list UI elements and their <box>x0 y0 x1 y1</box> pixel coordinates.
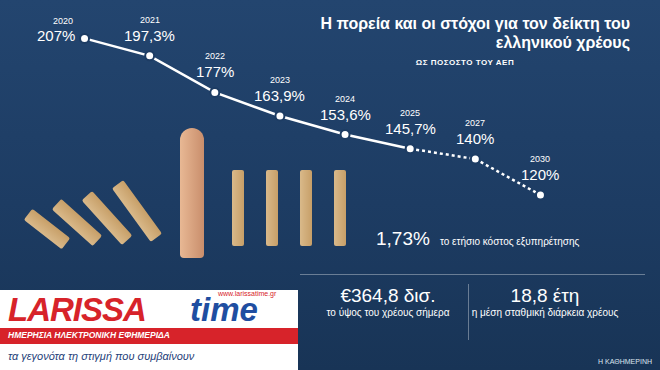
html-text:www.larissatime.gr: www.larissatime.gr <box>218 290 277 297</box>
html-text:€364,8 δισ.: €364,8 δισ. <box>340 285 436 306</box>
svg-text:2022: 2022 <box>205 51 225 61</box>
svg-text:177%: 177% <box>196 63 234 80</box>
html-text:18,8 έτη: 18,8 έτη <box>510 285 580 306</box>
html-text:Η πορεία και οι στόχοι για τον: Η πορεία και οι στόχοι για τον δείκτη το… <box>320 15 630 51</box>
svg-text:2023: 2023 <box>270 75 290 85</box>
svg-text:207%: 207% <box>37 27 75 44</box>
svg-text:120%: 120% <box>521 166 559 183</box>
svg-text:2030: 2030 <box>530 154 550 164</box>
svg-text:145,7%: 145,7% <box>385 120 436 137</box>
svg-text:2021: 2021 <box>140 15 160 25</box>
svg-text:2025: 2025 <box>400 108 420 118</box>
svg-text:197,3%: 197,3% <box>124 27 175 44</box>
html-text:ΩΣ ΠΟΣΟΣΤΟ ΤΟΥ ΑΕΠ: ΩΣ ΠΟΣΟΣΤΟ ΤΟΥ ΑΕΠ <box>415 58 515 67</box>
html-text:το ετήσιο κόστος εξυπηρέτησης: το ετήσιο κόστος εξυπηρέτησης <box>439 236 580 247</box>
html-text:1,73%: 1,73% <box>376 228 430 249</box>
svg-text:2024: 2024 <box>335 94 355 104</box>
html-text:time: time <box>190 291 258 328</box>
html-text:τα γεγονότα τη στιγμή που συμβ: τα γεγονότα τη στιγμή που συμβαίνουν <box>8 350 195 362</box>
svg-text:153,6%: 153,6% <box>320 106 371 123</box>
html-text:η μέση σταθμική διάρκεια χρέου: η μέση σταθμική διάρκεια χρέους <box>471 307 619 318</box>
svg-text:2020: 2020 <box>53 16 73 26</box>
svg-text:2027: 2027 <box>465 118 485 128</box>
html-text:ΗΜΕΡΗΣΙΑ ΗΛΕΚΤΡΟΝΙΚΗ ΕΦΗΜΕΡΙΔΑ: ΗΜΕΡΗΣΙΑ ΗΛΕΚΤΡΟΝΙΚΗ ΕΦΗΜΕΡΙΔΑ <box>8 330 170 340</box>
html-text:το ύψος του χρέους σήμερα: το ύψος του χρέους σήμερα <box>326 307 450 318</box>
html-text:LARISSA: LARISSA <box>8 291 146 328</box>
html-text:Η ΚΑΘΗΜΕΡΙΝΗ: Η ΚΑΘΗΜΕΡΙΝΗ <box>598 358 652 365</box>
svg-text:163,9%: 163,9% <box>254 87 305 104</box>
svg-text:140%: 140% <box>456 130 494 147</box>
